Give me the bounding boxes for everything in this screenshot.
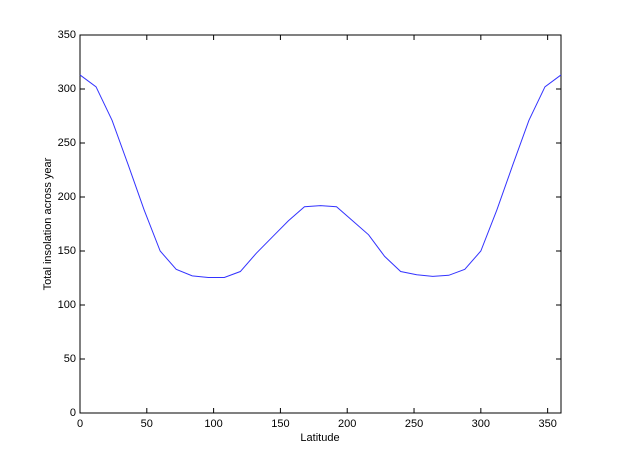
x-tick-label: 200 bbox=[338, 418, 356, 430]
data-line bbox=[79, 74, 562, 278]
x-tick-label: 350 bbox=[538, 418, 556, 430]
x-tick-label: 300 bbox=[472, 418, 490, 430]
y-tick-label: 200 bbox=[58, 191, 76, 203]
y-tick-label: 100 bbox=[58, 299, 76, 311]
x-tick-label: 50 bbox=[141, 418, 153, 430]
y-tick-label: 50 bbox=[64, 353, 76, 365]
x-tick-label: 150 bbox=[271, 418, 289, 430]
y-axis-label: Total insolation across year bbox=[42, 157, 54, 290]
y-tick-label: 350 bbox=[58, 29, 76, 41]
y-tick-label: 300 bbox=[58, 83, 76, 95]
x-tick-label: 250 bbox=[405, 418, 423, 430]
y-tick-label: 0 bbox=[70, 407, 76, 419]
y-tick-label: 150 bbox=[58, 245, 76, 257]
plot-frame bbox=[79, 34, 562, 414]
x-axis-label: Latitude bbox=[300, 432, 339, 444]
x-tick-label: 0 bbox=[77, 418, 83, 430]
x-tick-label: 100 bbox=[204, 418, 222, 430]
y-tick-label: 250 bbox=[58, 137, 76, 149]
